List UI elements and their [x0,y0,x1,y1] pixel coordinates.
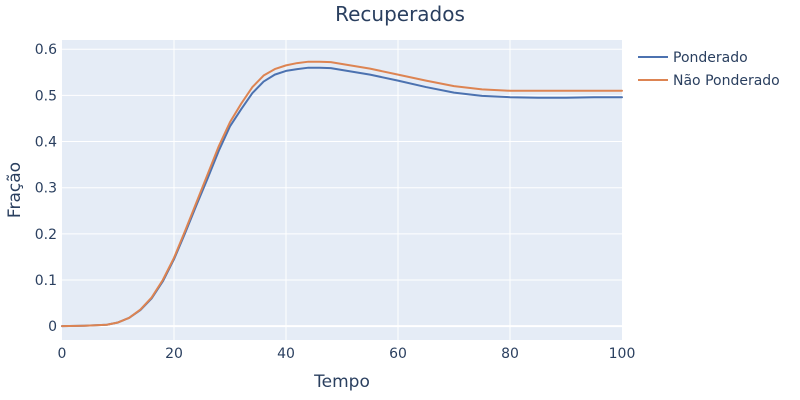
y-tick-label: 0.6 [35,42,57,58]
y-tick-label: 0.2 [35,227,57,243]
series-layer [61,60,623,328]
x-tick-label: 60 [389,346,407,362]
y-tick-label: 0.1 [35,273,57,289]
x-axis-title: Tempo [313,372,370,392]
legend: Ponderado Não Ponderado [638,50,780,89]
y-axis-title: Fração [5,162,25,218]
series-line-1 [61,60,623,328]
plot-background [62,40,622,340]
y-tick-label: 0.5 [35,88,57,104]
chart-title: Recuperados [335,2,465,26]
legend-label-nao-ponderado: Não Ponderado [673,73,780,89]
y-tick-labels: 0 0.1 0.2 0.3 0.4 0.5 0.6 [35,42,57,335]
y-tick-label: 0.4 [35,135,57,151]
legend-label-ponderado: Ponderado [673,50,748,66]
x-tick-label: 20 [165,346,183,362]
x-tick-label: 80 [501,346,519,362]
x-tick-labels: 0 20 40 60 80 100 [58,346,636,362]
y-tick-label: 0 [48,319,57,335]
y-tick-label: 0.3 [35,181,57,197]
grid-layer [62,40,622,340]
x-tick-label: 40 [277,346,295,362]
x-tick-label: 100 [609,346,636,362]
x-tick-label: 0 [58,346,67,362]
